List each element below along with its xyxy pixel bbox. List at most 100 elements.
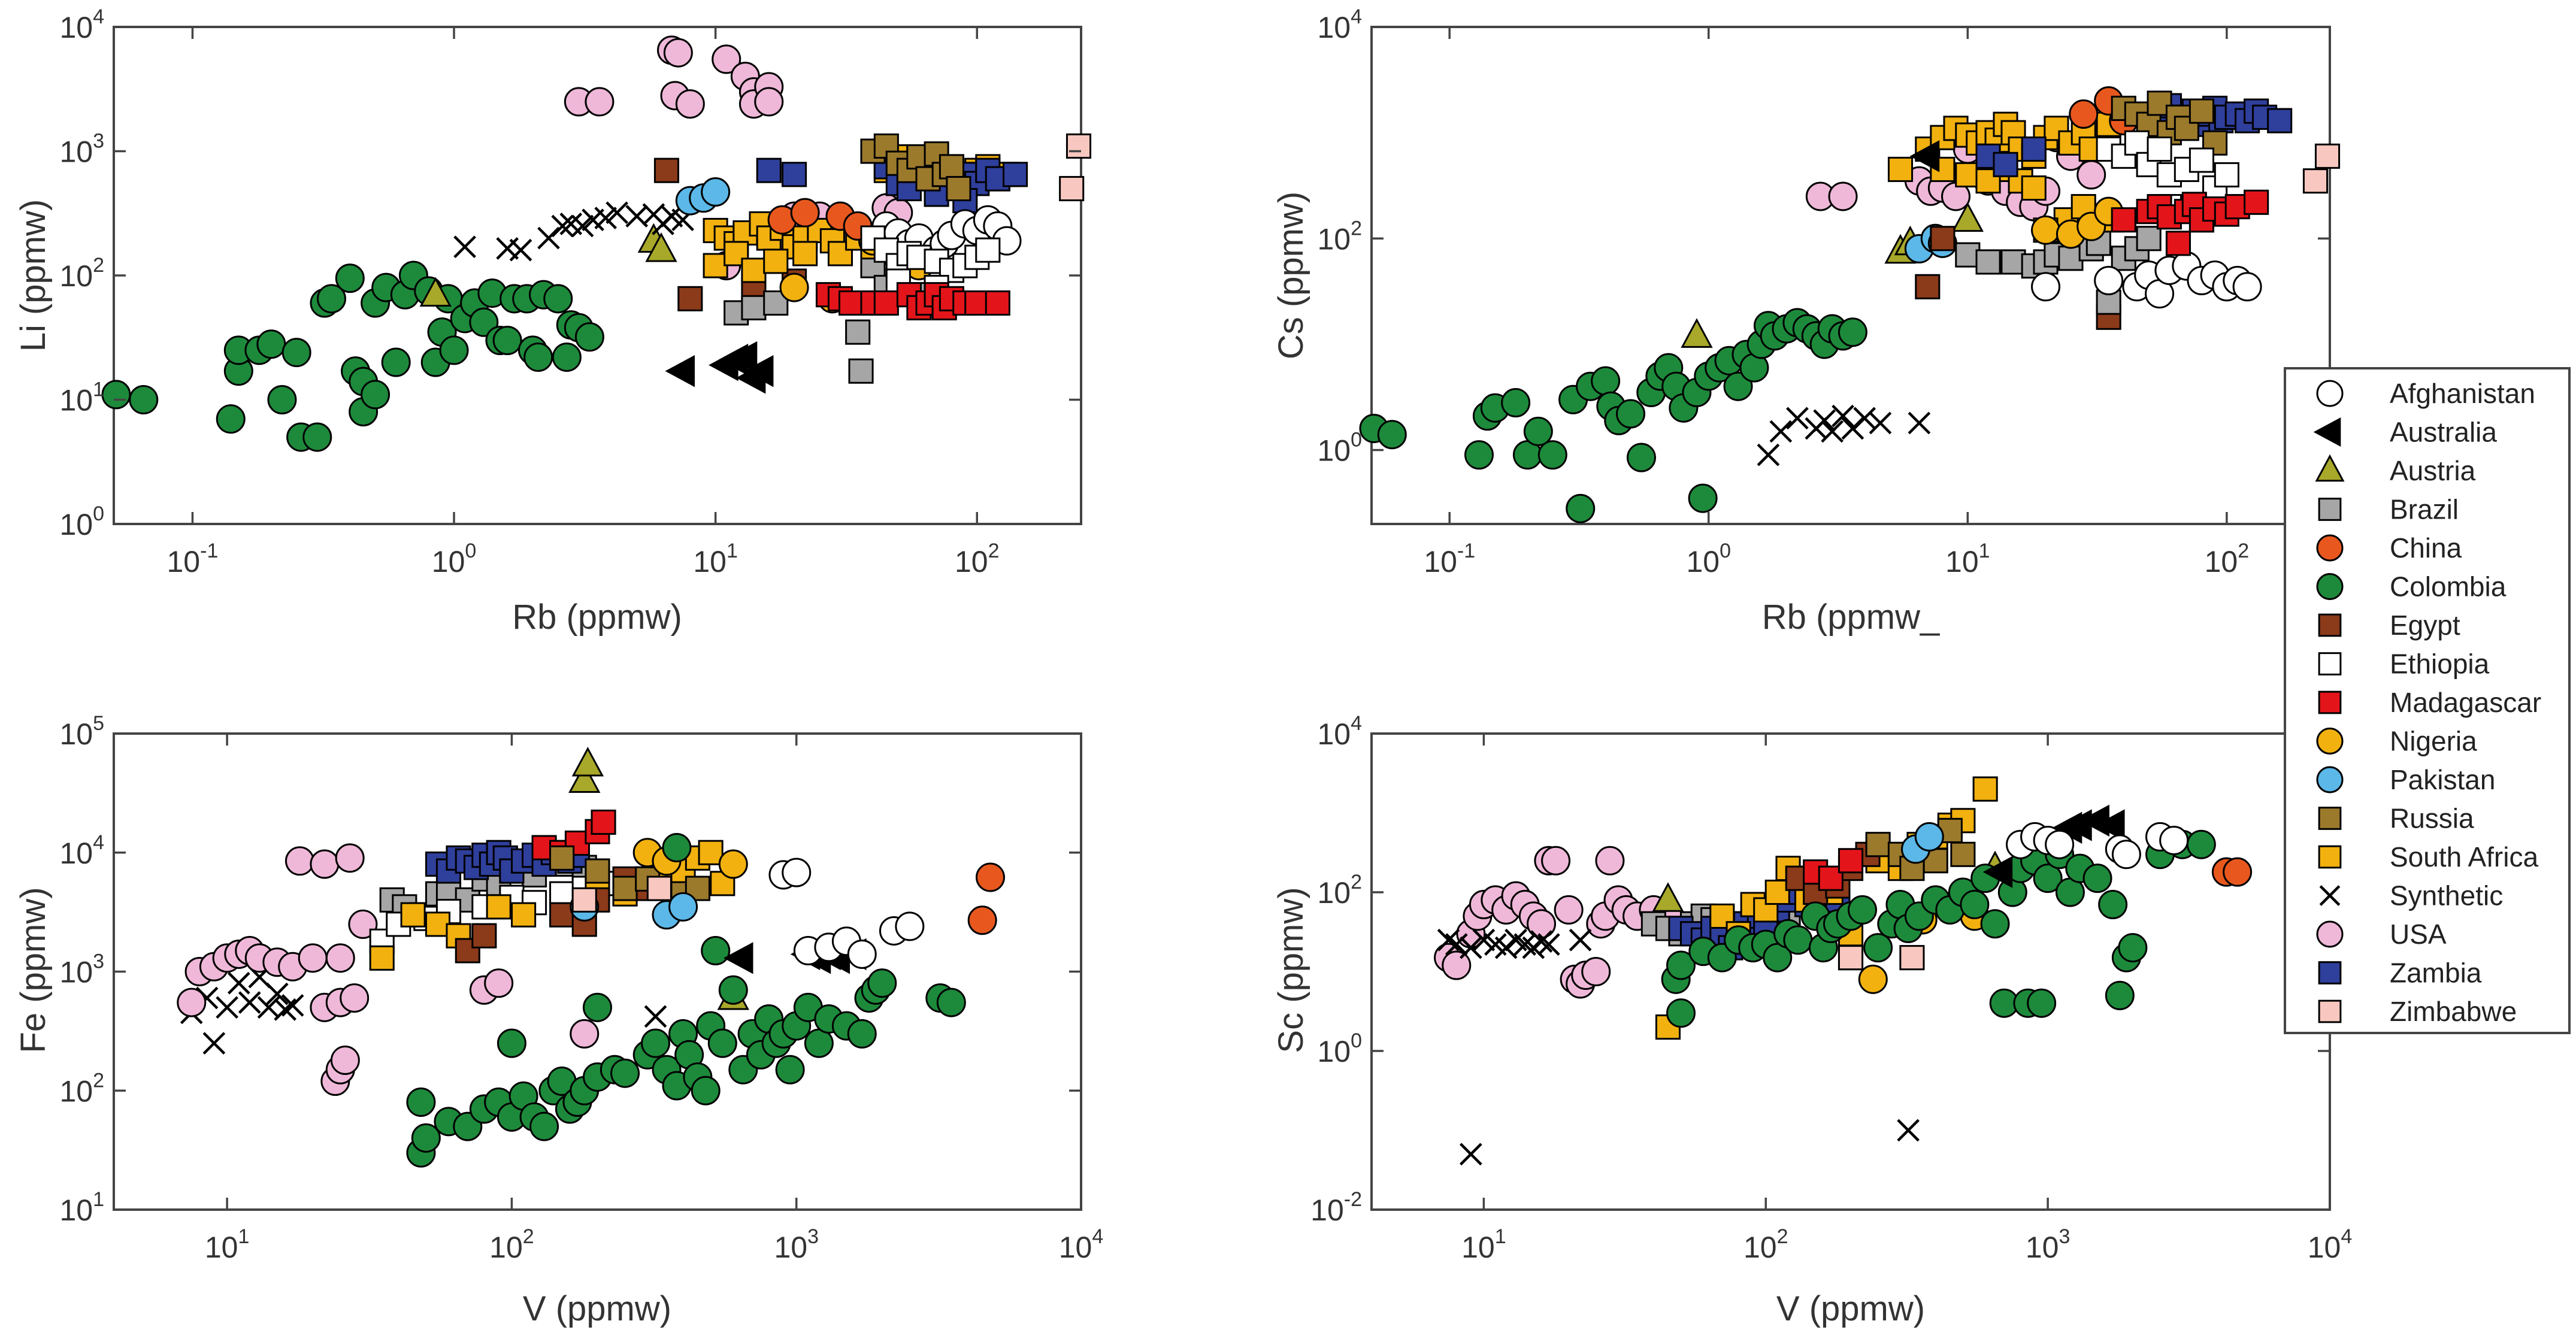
data-point (1960, 890, 1990, 920)
data-point (227, 971, 250, 995)
series-pakistan (675, 177, 731, 216)
data-point (571, 214, 594, 238)
y-tick-label: 100 (1317, 429, 1362, 468)
data-point (2188, 98, 2215, 124)
series-madagascar (815, 282, 1010, 320)
data-point (946, 175, 971, 202)
data-point (665, 355, 695, 387)
y-tick-label: 101 (59, 1188, 104, 1227)
data-point (847, 1019, 877, 1049)
data-point (1445, 933, 1468, 956)
legend-label: Russia (2390, 803, 2474, 834)
data-point (698, 840, 724, 865)
data-point (2000, 249, 2026, 275)
data-point (549, 902, 575, 928)
data-point (663, 38, 693, 68)
data-point (1914, 822, 1944, 852)
data-point (645, 232, 677, 262)
data-point (718, 849, 748, 879)
legend-label: Colombia (2390, 571, 2507, 602)
series-ethiopia (2096, 130, 2239, 233)
x-tick-label: 102 (1743, 1225, 1788, 1264)
data-point (585, 858, 610, 884)
x-tick-label: 101 (693, 540, 738, 578)
x-tick-label: 104 (1059, 1225, 1104, 1264)
data-point (2105, 980, 2135, 1010)
data-point (782, 858, 812, 887)
x-axis-label: Rb (ppmw_ (1762, 598, 1940, 637)
legend-label: Egypt (2390, 610, 2460, 641)
legend-label: Brazil (2390, 494, 2459, 525)
data-point (662, 833, 692, 863)
data-point (1930, 226, 1956, 252)
plot-frame (1370, 26, 2331, 525)
data-point (1688, 483, 1718, 513)
data-point (1993, 152, 2018, 177)
data-point (1832, 404, 1854, 428)
x-tick-label: 102 (955, 540, 1000, 578)
plot-frame (1370, 732, 2331, 1211)
legend-label: Ethiopia (2390, 649, 2490, 680)
legend-item-china: China (2316, 532, 2462, 564)
legend-item-russia: Russia (2318, 803, 2474, 834)
data-point (1813, 409, 1836, 432)
legend-item-brazil: Brazil (2318, 494, 2459, 525)
data-point (284, 846, 314, 876)
data-point (2111, 840, 2141, 870)
x-ticks: 10-1 100 101 102 (167, 27, 1000, 578)
legend-label: Zambia (2390, 958, 2482, 989)
data-point (743, 355, 774, 387)
data-point (2214, 162, 2239, 187)
data-point (2111, 207, 2136, 233)
data-point (2232, 272, 2262, 302)
y-tick-label: 100 (1317, 1029, 1362, 1068)
data-point (1059, 175, 1085, 202)
data-point (779, 272, 809, 302)
data-point (568, 763, 601, 793)
data-point (2094, 266, 2124, 296)
data-point (238, 991, 261, 1014)
data-point (1982, 856, 2013, 888)
legend-marker (2316, 380, 2344, 407)
data-point (381, 347, 411, 377)
series-brazil (1955, 226, 2162, 315)
series-madagascar (2111, 189, 2269, 256)
data-point (2069, 99, 2099, 129)
x-tick-label: 10-1 (1424, 540, 1475, 578)
data-point (361, 380, 391, 410)
series-china (767, 198, 873, 241)
y-axis-label: Li (ppmw) (14, 199, 53, 352)
data-point (1464, 440, 1494, 470)
data-point (1652, 882, 1684, 912)
data-point (2027, 988, 2057, 1018)
data-point (712, 44, 741, 74)
data-point (775, 1055, 805, 1084)
x-tick-label: 10-1 (167, 540, 219, 578)
series-colombia (1661, 829, 2216, 1028)
data-point (2147, 136, 2172, 162)
data-point (2031, 272, 2061, 302)
data-point (1783, 925, 1813, 955)
series-synthetic (1437, 928, 1920, 1166)
legend-item-egypt: Egypt (2318, 610, 2460, 641)
data-point (741, 295, 767, 320)
y-axis-label: Sc (ppmw) (1272, 887, 1310, 1053)
data-point (895, 911, 925, 941)
data-point (1869, 411, 1892, 435)
x-tick-label: 101 (1945, 540, 1990, 578)
data-point (2031, 215, 2061, 245)
data-point (1950, 841, 1976, 867)
data-point (2124, 130, 2150, 156)
x-tick-label: 104 (2308, 1225, 2353, 1264)
data-point (1955, 162, 1981, 187)
legend-item-afghanistan: Afghanistan (2316, 378, 2535, 409)
data-point (340, 983, 370, 1013)
data-point (2223, 857, 2253, 887)
data-point (1821, 420, 1844, 443)
data-point (274, 998, 296, 1021)
data-point (985, 290, 1010, 316)
series-zimbabwe (1838, 945, 1925, 971)
legend-marker (2318, 807, 2342, 830)
data-point (718, 975, 748, 1005)
data-point (419, 277, 452, 307)
